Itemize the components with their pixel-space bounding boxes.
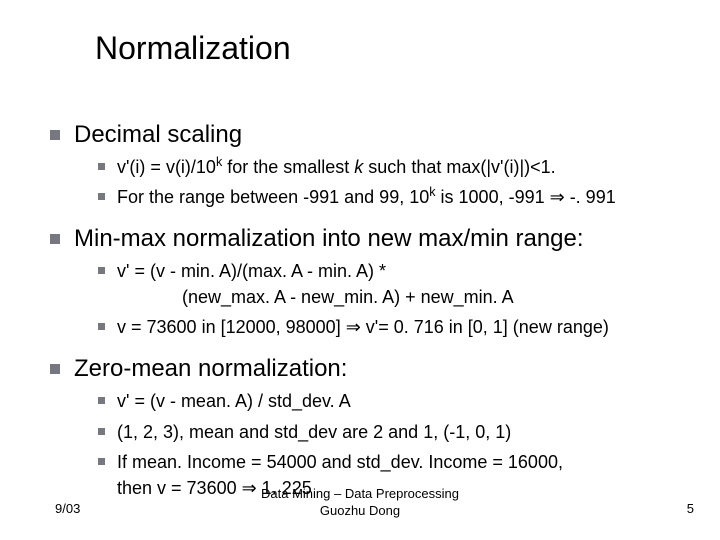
list-item: (1, 2, 3), mean and std_dev are 2 and 1,…	[98, 419, 690, 445]
list-item: v' = (v - mean. A) / std_dev. A	[98, 388, 690, 414]
bullet-square-icon	[98, 323, 105, 330]
list-item: v' = (v - min. A)/(max. A - min. A) * (n…	[98, 258, 690, 310]
footer-line2: Guozhu Dong	[320, 503, 400, 518]
list-item: For the range between -991 and 99, 10k i…	[98, 184, 690, 210]
bullet-square-icon	[98, 458, 105, 465]
bullet-square-icon	[98, 428, 105, 435]
slide-content: Decimal scaling v'(i) = v(i)/10k for the…	[50, 110, 690, 501]
slide: Normalization Decimal scaling v'(i) = v(…	[0, 0, 720, 540]
bullet-square-icon	[50, 364, 60, 374]
heading-text: Zero-mean normalization:	[74, 354, 347, 384]
bullet-square-icon	[98, 267, 105, 274]
item-text: For the range between -991 and 99, 10k i…	[117, 184, 616, 210]
section-heading: Decimal scaling	[50, 120, 690, 150]
footer-line1: Data Mining – Data Preprocessing	[261, 486, 459, 501]
list-item: v = 73600 in [12000, 98000] ⇒ v'= 0. 716…	[98, 314, 690, 340]
item-text: v' = (v - mean. A) / std_dev. A	[117, 388, 351, 414]
section-heading: Zero-mean normalization:	[50, 354, 690, 384]
heading-text: Decimal scaling	[74, 120, 242, 150]
section-heading: Min-max normalization into new max/min r…	[50, 224, 690, 254]
slide-title: Normalization	[95, 30, 291, 67]
bullet-square-icon	[50, 130, 60, 140]
item-text: v' = (v - min. A)/(max. A - min. A) * (n…	[117, 258, 514, 310]
bullet-square-icon	[98, 193, 105, 200]
item-text: (1, 2, 3), mean and std_dev are 2 and 1,…	[117, 419, 511, 445]
bullet-square-icon	[50, 234, 60, 244]
footer-page-number: 5	[687, 501, 694, 516]
item-text: v = 73600 in [12000, 98000] ⇒ v'= 0. 716…	[117, 314, 609, 340]
list-item: v'(i) = v(i)/10k for the smallest k such…	[98, 154, 690, 180]
bullet-square-icon	[98, 163, 105, 170]
bullet-square-icon	[98, 397, 105, 404]
heading-text: Min-max normalization into new max/min r…	[74, 224, 584, 254]
footer-center: Data Mining – Data Preprocessing Guozhu …	[0, 486, 720, 520]
item-text: v'(i) = v(i)/10k for the smallest k such…	[117, 154, 556, 180]
